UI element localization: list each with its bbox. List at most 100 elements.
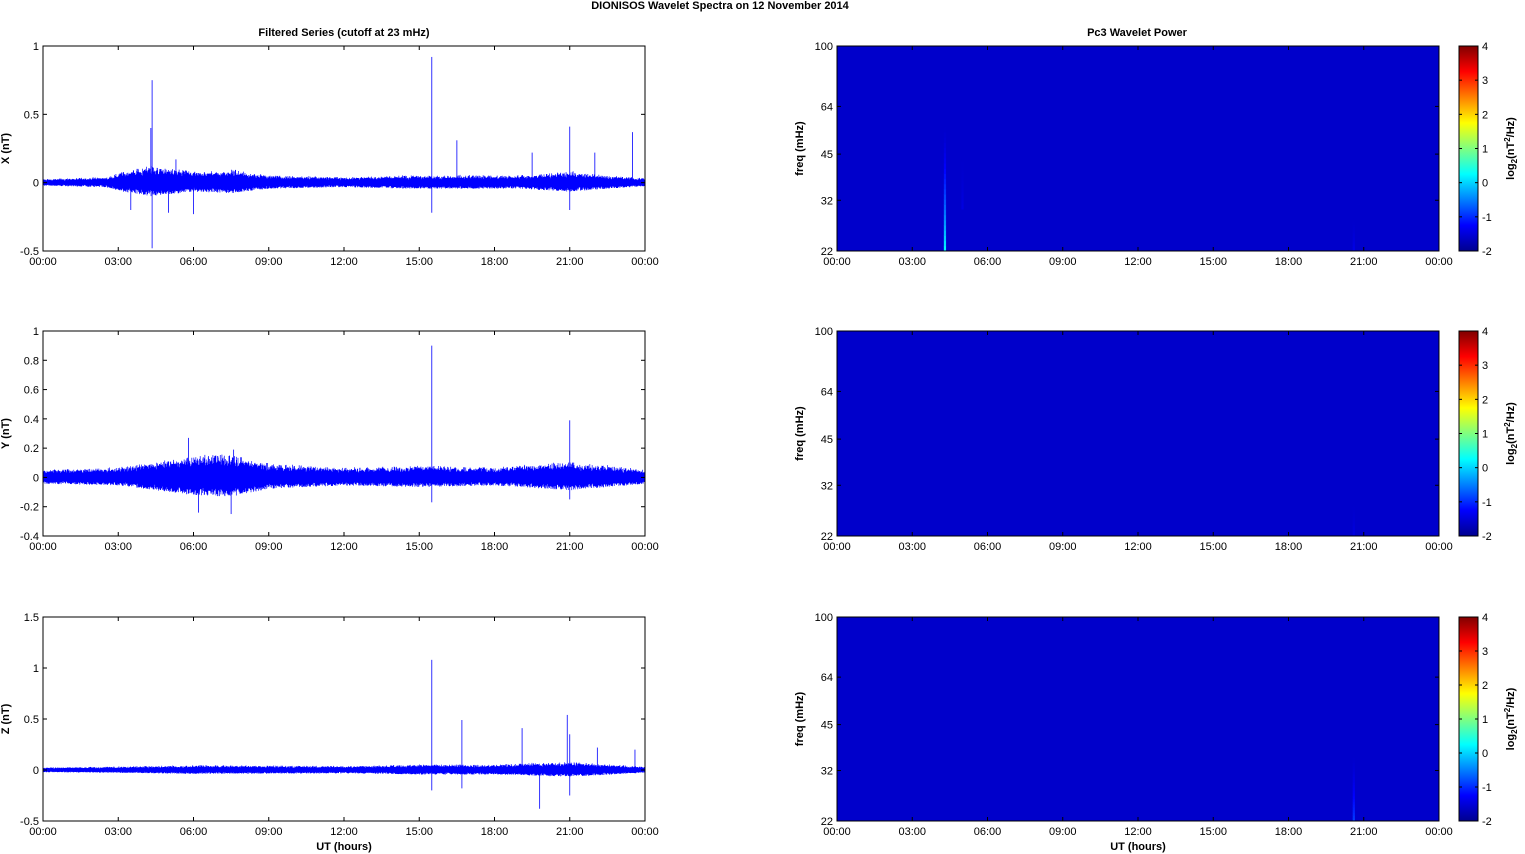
x-power-colorbar-tick-label: 0	[1482, 178, 1488, 190]
x-power-x-tick-label: 12:00	[1124, 256, 1152, 268]
z-x-tick-label: 09:00	[255, 826, 283, 838]
y-power-x-tick-label: 12:00	[1124, 541, 1152, 553]
x-power-x-tick-label: 15:00	[1199, 256, 1227, 268]
y-y-axis-label: Y (nT)	[0, 418, 12, 449]
y-y-tick-label: 0.2	[24, 443, 39, 455]
z-power-x-tick-label: 15:00	[1199, 826, 1227, 838]
z-x-axis-label: UT (hours)	[316, 841, 372, 853]
x-power-x-tick-label: 09:00	[1049, 256, 1077, 268]
y-power-x-tick-label: 09:00	[1049, 541, 1077, 553]
y-y-tick-label: 0.4	[24, 414, 39, 426]
z-power-colorbar-tick-label: 1	[1482, 714, 1488, 726]
left-column-title: Filtered Series (cutoff at 23 mHz)	[258, 27, 429, 39]
x-power-power-streak-1	[961, 157, 964, 210]
x-power-y-axis-label: freq (mHz)	[794, 121, 806, 176]
y-power-y-tick-label: 100	[815, 326, 833, 338]
y-power-y-tick-label: 22	[821, 531, 833, 543]
z-power-y-axis-label: freq (mHz)	[794, 691, 806, 746]
y-series-trace	[43, 454, 645, 497]
y-power-y-tick-label: 45	[821, 434, 833, 446]
y-power-x-tick-label: 03:00	[898, 541, 926, 553]
z-power-colorbar-tick-label: 0	[1482, 748, 1488, 760]
x-y-tick-label: 0.5	[24, 109, 39, 121]
x-power-colorbar-label: log2(nT2/Hz)	[1503, 117, 1519, 180]
y-power-x-tick-label: 00:00	[823, 541, 851, 553]
y-x-tick-label: 03:00	[104, 541, 132, 553]
x-power-y-tick-label: 100	[815, 41, 833, 53]
y-power-power-streak-0	[1352, 503, 1355, 537]
y-power-colorbar-tick-label: 1	[1482, 429, 1488, 441]
z-x-tick-label: 21:00	[556, 826, 584, 838]
x-panel: 00:00 03:00 06:00 09:00 12:00 15:00 18:00 21:00…	[0, 41, 659, 268]
x-x-tick-label: 03:00	[104, 256, 132, 268]
z-power-colorbar-label: log2(nT2/Hz)	[1503, 687, 1519, 750]
y-x-tick-label: 12:00	[330, 541, 358, 553]
y-x-tick-label: 09:00	[255, 541, 283, 553]
x-x-tick-label: 12:00	[330, 256, 358, 268]
x-power-x-tick-label: 00:00	[1425, 256, 1453, 268]
x-x-tick-label: 00:00	[631, 256, 659, 268]
z-power-y-tick-label: 32	[821, 766, 833, 778]
z-power-x-tick-label: 06:00	[974, 826, 1002, 838]
x-x-tick-label: 06:00	[180, 256, 208, 268]
y-power-colorbar-tick-label: 3	[1482, 360, 1488, 372]
z-power-y-tick-label: 100	[815, 612, 833, 624]
x-power-colorbar-tick-label: 1	[1482, 144, 1488, 156]
x-y-tick-label: 1	[33, 41, 39, 53]
z-y-axis-label: Z (nT)	[0, 703, 12, 734]
y-panel: 00:00 03:00 06:00 09:00 12:00 15:00 18:00 21:00…	[0, 326, 659, 553]
x-axes-frame	[42, 45, 646, 252]
z-power-x-tick-label: 03:00	[898, 826, 926, 838]
z-power-panel: -2 -1 0 1 2 3 4 log2(nT2/Hz) 00:00 03:00 06:00 09:0…	[794, 612, 1519, 853]
z-power-x-tick-label: 00:00	[823, 826, 851, 838]
z-power-y-tick-label: 22	[821, 816, 833, 828]
y-power-x-tick-label: 00:00	[1425, 541, 1453, 553]
x-power-y-tick-label: 45	[821, 149, 833, 161]
x-power-y-tick-label: 22	[821, 246, 833, 258]
y-power-colorbar-tick-label: -2	[1482, 531, 1492, 543]
y-power-x-tick-label: 18:00	[1275, 541, 1303, 553]
z-axes-frame	[42, 616, 646, 822]
z-power-x-tick-label: 18:00	[1275, 826, 1303, 838]
y-power-colorbar-tick-label: -1	[1482, 497, 1492, 509]
z-x-tick-label: 00:00	[631, 826, 659, 838]
x-power-power-streak-2	[1352, 218, 1355, 252]
z-power-colorbar-tick-label: -2	[1482, 816, 1492, 828]
x-x-tick-label: 09:00	[255, 256, 283, 268]
x-power-colorbar-tick-label: 3	[1482, 75, 1488, 87]
z-power-x-tick-label: 21:00	[1350, 826, 1378, 838]
z-y-tick-label: 1	[33, 663, 39, 675]
x-x-tick-label: 21:00	[556, 256, 584, 268]
x-power-colorbar-tick-label: 4	[1482, 41, 1488, 53]
x-power-y-tick-label: 64	[821, 101, 833, 113]
z-power-colorbar-tick-label: 3	[1482, 646, 1488, 658]
y-power-y-tick-label: 64	[821, 386, 833, 398]
z-power-colorbar-tick-label: 2	[1482, 680, 1488, 692]
z-x-tick-label: 12:00	[330, 826, 358, 838]
z-series-trace	[43, 762, 645, 777]
y-x-tick-label: 15:00	[405, 541, 433, 553]
z-power-colorbar-tick-label: -1	[1482, 782, 1492, 794]
y-x-tick-label: 21:00	[556, 541, 584, 553]
z-x-tick-label: 06:00	[180, 826, 208, 838]
y-y-tick-label: 1	[33, 326, 39, 338]
x-y-tick-label: -0.5	[20, 246, 39, 258]
y-power-colorbar-tick-label: 0	[1482, 463, 1488, 475]
z-power-power-streak-0	[1352, 754, 1355, 822]
x-power-x-tick-label: 00:00	[823, 256, 851, 268]
x-power-colorbar-tick-label: -2	[1482, 246, 1492, 258]
x-power-heatmap-background	[837, 46, 1439, 251]
x-y-axis-label: X (nT)	[0, 133, 12, 164]
z-x-tick-label: 03:00	[104, 826, 132, 838]
x-series-trace	[43, 166, 645, 197]
x-power-x-tick-label: 21:00	[1350, 256, 1378, 268]
z-x-tick-label: 18:00	[481, 826, 509, 838]
figure-title: DIONISOS Wavelet Spectra on 12 November …	[591, 0, 849, 12]
z-y-tick-label: -0.5	[20, 816, 39, 828]
y-x-tick-label: 00:00	[29, 541, 57, 553]
y-y-tick-label: 0.6	[24, 385, 39, 397]
x-x-tick-label: 15:00	[405, 256, 433, 268]
x-power-x-tick-label: 03:00	[898, 256, 926, 268]
y-y-tick-label: 0	[33, 472, 39, 484]
y-power-y-axis-label: freq (mHz)	[794, 406, 806, 461]
